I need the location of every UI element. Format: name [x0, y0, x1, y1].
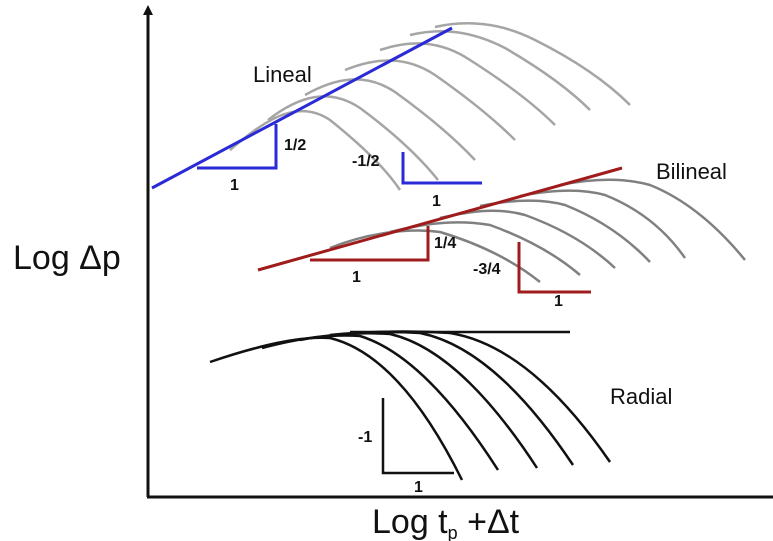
radial-regime: Radial -1 1 — [209, 330, 672, 496]
radial-curve — [209, 336, 464, 481]
linear-slope-down-run: 1 — [432, 193, 441, 210]
radial-slope-down-run: 1 — [414, 479, 423, 496]
linear-curve — [304, 78, 476, 161]
radial-label: Radial — [610, 384, 672, 409]
linear-curve — [379, 42, 556, 126]
x-axis-label-main: Log t — [372, 503, 448, 541]
bilinear-curve — [389, 221, 581, 276]
linear-curve — [434, 22, 631, 106]
bilinear-curves — [329, 178, 746, 283]
linear-label: Lineal — [253, 62, 312, 87]
y-axis-label: Log Δp — [13, 239, 121, 277]
linear-slope-up-run: 1 — [230, 177, 239, 194]
x-axis-label-tail: +Δt — [458, 503, 520, 541]
linear-slope-up-rise: 1/2 — [284, 137, 306, 154]
bilinear-slope-up-triangle — [310, 226, 430, 262]
bilinear-slope-up-rise: 1/4 — [434, 235, 456, 252]
bilinear-slope-down-triangle — [517, 242, 591, 294]
linear-slope-down-triangle — [401, 152, 482, 185]
linear-regime: Lineal 1/2 1 -1/2 1 — [151, 22, 631, 210]
linear-slope-up-triangle — [197, 124, 278, 170]
bilinear-regime: Bilineal 1/4 1 -3/4 1 — [257, 159, 746, 310]
linear-curve — [344, 59, 516, 141]
linear-curve — [229, 109, 402, 191]
x-axis-label-subscript: p — [448, 523, 458, 541]
bilinear-label: Bilineal — [656, 159, 727, 184]
linear-curve — [409, 30, 591, 111]
axes — [143, 5, 773, 499]
bilinear-curve — [559, 178, 746, 261]
bilinear-curve — [329, 229, 541, 283]
bilinear-curve — [479, 199, 651, 263]
radial-curve — [299, 332, 539, 469]
bilinear-asymptote — [257, 166, 623, 272]
linear-slope-down-rise: -1/2 — [352, 153, 380, 170]
bilinear-curve — [439, 209, 616, 269]
radial-curve — [359, 330, 612, 463]
bilinear-curve — [519, 189, 687, 259]
radial-slope-down-rise: -1 — [358, 429, 372, 446]
linear-curve — [267, 95, 439, 181]
x-axis-label: Log tp +Δt — [372, 503, 520, 541]
linear-curves — [229, 22, 631, 191]
bilinear-slope-down-rise: -3/4 — [473, 261, 501, 278]
radial-slope-down-triangle — [381, 398, 454, 475]
radial-curve — [261, 334, 500, 471]
linear-asymptote — [151, 26, 453, 190]
bilinear-slope-up-run: 1 — [352, 269, 361, 286]
bilinear-slope-down-run: 1 — [554, 293, 563, 310]
radial-curves — [209, 330, 612, 481]
